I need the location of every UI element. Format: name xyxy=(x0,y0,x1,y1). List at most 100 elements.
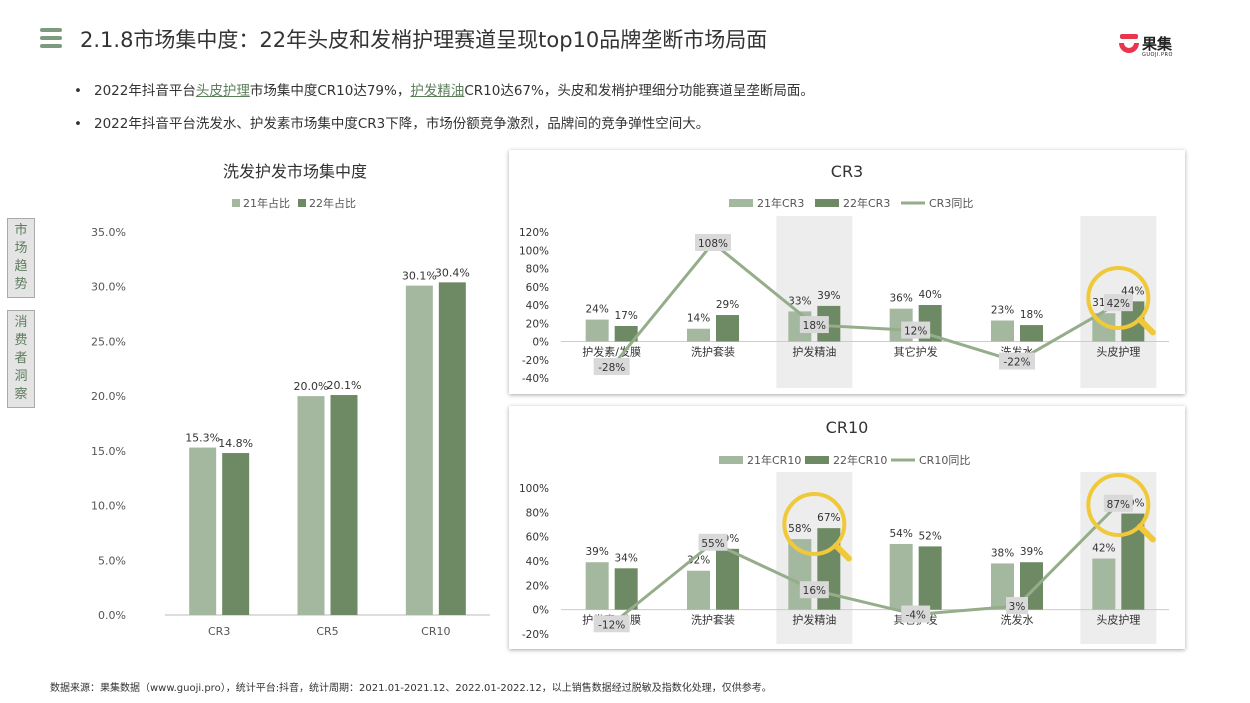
y-tick-label: 60% xyxy=(526,282,549,294)
y-tick-label: 40% xyxy=(526,556,549,568)
bar-value-label: 29% xyxy=(716,299,739,311)
legend-label: 22年CR10 xyxy=(833,453,887,467)
yoy-label-box xyxy=(1006,597,1028,615)
side-tab-char: 场 xyxy=(14,241,28,256)
side-tab-char: 察 xyxy=(14,387,28,402)
yoy-line xyxy=(610,502,1120,626)
cr10-chart-panel: CR10 21年CR10 22年CR10 CR10同比 -20% 0% 20% 40% 60% 8… xyxy=(509,406,1185,649)
y-tick-label: 80% xyxy=(526,264,549,276)
legend-label: CR3同比 xyxy=(929,197,973,210)
y-tick-label: 120% xyxy=(519,227,549,239)
magnifier-handle xyxy=(832,542,852,562)
y-tick-label: -20% xyxy=(522,355,549,367)
y-tick-label: 20% xyxy=(526,580,549,592)
y-tick-label: 15.0% xyxy=(91,445,126,458)
bullet-text: 2022年抖音平台 xyxy=(94,83,196,99)
y-tick-label: 0.0% xyxy=(98,609,126,622)
bar xyxy=(585,562,609,610)
x-tick-label: 洗护套装 xyxy=(691,345,735,359)
bar xyxy=(614,325,638,342)
chart-title: 洗发护发市场集中度 xyxy=(223,162,367,181)
y-tick-label: 20% xyxy=(526,318,549,330)
bar-value-label: 17% xyxy=(614,310,637,322)
bar-value-label: 52% xyxy=(918,530,941,542)
y-tick-label: 100% xyxy=(519,483,549,495)
highlight-band xyxy=(776,216,853,388)
side-tab-char: 费 xyxy=(14,333,28,348)
bar xyxy=(614,568,638,610)
bar-cr10 xyxy=(438,282,466,615)
chart-title: CR10 xyxy=(826,418,869,437)
bar xyxy=(889,543,913,610)
x-tick-label: 护发素/发膜 xyxy=(582,345,641,359)
highlight-circle xyxy=(1086,473,1151,537)
bar-value-label: 33% xyxy=(788,295,811,307)
bar xyxy=(1020,325,1043,342)
x-tick-label: 护发精油 xyxy=(792,613,836,627)
bullet-text: 2022年抖音平台洗发水、护发素市场集中度CR3下降，市场份额竞争激烈，品牌间的… xyxy=(94,116,710,132)
yoy-value-label: 18% xyxy=(803,320,826,332)
bar xyxy=(991,320,1014,342)
bar-cr3 xyxy=(189,447,217,615)
yoy-label-box xyxy=(1103,294,1133,312)
bar-cr5 xyxy=(297,396,325,615)
x-tick-label: 其它护发 xyxy=(894,345,938,359)
y-tick-label: -20% xyxy=(522,629,549,641)
data-source-footnote: 数据来源：果集数据（www.guoji.pro），统计平台:抖音，统计周期：20… xyxy=(50,683,772,694)
yoy-value-label: -28% xyxy=(598,362,625,374)
y-tick-label: 100% xyxy=(519,245,549,257)
bar-cr10 xyxy=(405,285,433,615)
side-tab-char: 趋 xyxy=(14,259,28,274)
yoy-label-box xyxy=(698,533,728,551)
legend-label: 22年占比 xyxy=(309,196,356,210)
y-tick-label: 0% xyxy=(532,605,549,617)
legend-label: 21年CR3 xyxy=(757,196,804,210)
side-tab-consumer-insight[interactable]: 消费者洞察 xyxy=(7,310,35,408)
highlight-term: 头皮护理 xyxy=(195,83,250,99)
bar xyxy=(687,328,710,342)
bar xyxy=(1121,513,1145,610)
legend-swatch xyxy=(298,199,306,207)
yoy-label-box xyxy=(695,233,731,251)
legend-swatch xyxy=(815,199,839,207)
bullet-text: CR10达67%，头皮和发梢护理细分功能赛道呈垄断局面。 xyxy=(464,83,814,99)
y-tick-label: 80% xyxy=(526,507,549,519)
side-tab-char: 洞 xyxy=(14,369,28,384)
bar xyxy=(716,315,739,342)
yoy-label-box xyxy=(799,581,829,599)
bullet-text: 市场集中度CR10达79%， xyxy=(249,83,411,99)
side-tab-char: 消 xyxy=(14,315,28,330)
y-tick-label: 0% xyxy=(532,337,549,349)
bar-value-label: 24% xyxy=(585,304,608,316)
bar-value-label: 15.3% xyxy=(185,432,220,445)
x-tick-label: CR10 xyxy=(421,625,450,638)
x-tick-label: CR3 xyxy=(208,625,230,638)
bar xyxy=(585,319,609,342)
y-tick-label: -40% xyxy=(522,373,549,385)
y-tick-label: 10.0% xyxy=(91,500,126,513)
y-tick-label: 20.0% xyxy=(91,390,126,403)
x-tick-label: 洗发水 xyxy=(1001,613,1034,627)
legend-label: 21年占比 xyxy=(243,196,290,210)
bar-value-label: 30.1% xyxy=(402,270,437,283)
highlight-circle xyxy=(1086,266,1151,330)
bar-value-label: 38% xyxy=(991,547,1014,559)
chart-title: CR3 xyxy=(831,162,863,181)
side-tab-market-trend[interactable]: 市场趋势 xyxy=(7,218,35,298)
brand-logo xyxy=(1119,34,1139,53)
yoy-value-label: 3% xyxy=(1009,601,1026,613)
bar-value-label: 54% xyxy=(889,528,912,540)
bar xyxy=(1121,301,1145,342)
x-tick-label: CR5 xyxy=(316,625,338,638)
yoy-value-label: 12% xyxy=(904,326,927,338)
bar-value-label: 58% xyxy=(788,523,811,535)
magnifier-handle xyxy=(1136,316,1156,336)
bar-value-label: 23% xyxy=(991,305,1014,317)
bar-value-label: 30.4% xyxy=(435,266,470,279)
bar-value-label: 40% xyxy=(918,289,941,301)
y-tick-label: 25.0% xyxy=(91,335,126,348)
brand-logo-subtext: GUOJI.PRO xyxy=(1142,52,1173,58)
yoy-value-label: 108% xyxy=(698,238,728,250)
bar-value-label: 39% xyxy=(585,546,608,558)
bar-value-label: 18% xyxy=(1020,309,1043,321)
